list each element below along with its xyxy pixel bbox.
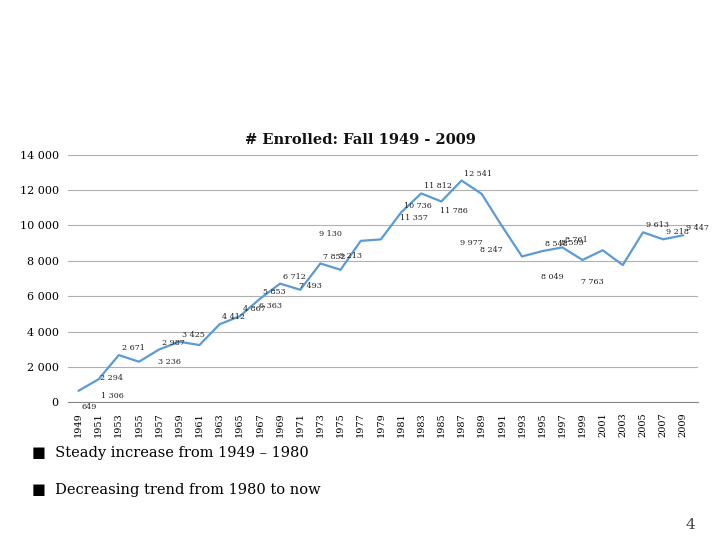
Text: 9 613: 9 613 (646, 221, 669, 229)
Text: 10 736: 10 736 (404, 201, 432, 210)
Text: 8 599: 8 599 (561, 239, 584, 247)
Text: 7 763: 7 763 (581, 278, 604, 286)
Text: 1 306: 1 306 (102, 392, 125, 400)
Text: 7 493: 7 493 (299, 282, 322, 291)
Text: 8 247: 8 247 (480, 246, 503, 253)
Text: 4 412: 4 412 (222, 313, 246, 321)
Text: 9 130: 9 130 (319, 230, 342, 238)
Text: 2 671: 2 671 (122, 344, 145, 352)
Text: 4 867: 4 867 (243, 305, 265, 313)
Text: 8 548: 8 548 (545, 240, 567, 248)
Text: 9 218: 9 218 (666, 228, 689, 237)
Text: 11 812: 11 812 (424, 183, 452, 191)
Text: 11 786: 11 786 (440, 207, 468, 214)
Text: 6 363: 6 363 (258, 302, 282, 310)
Text: 3 425: 3 425 (182, 331, 205, 339)
Text: 4: 4 (685, 518, 695, 532)
Text: Enrollment Trends: Enrollment Trends (16, 39, 598, 93)
Text: 8 049: 8 049 (541, 273, 564, 281)
Text: 9 977: 9 977 (460, 239, 483, 247)
Text: 7 852: 7 852 (323, 253, 346, 260)
Text: 2 294: 2 294 (100, 374, 123, 382)
Text: 11 357: 11 357 (400, 214, 428, 222)
Text: 5 853: 5 853 (263, 288, 285, 296)
Text: ■  Decreasing trend from 1980 to now: ■ Decreasing trend from 1980 to now (32, 483, 321, 497)
Text: 6 712: 6 712 (283, 273, 306, 281)
Text: 8 761: 8 761 (565, 237, 588, 245)
Text: 9 213: 9 213 (339, 252, 362, 260)
Text: # Enrolled: Fall 1949 - 2009: # Enrolled: Fall 1949 - 2009 (245, 133, 475, 147)
Text: 649: 649 (81, 403, 96, 411)
Text: 12 541: 12 541 (464, 170, 492, 178)
Text: ■  Steady increase from 1949 – 1980: ■ Steady increase from 1949 – 1980 (32, 446, 309, 460)
Text: 9 447: 9 447 (686, 224, 709, 232)
Text: 3 236: 3 236 (158, 357, 181, 366)
Text: 2 987: 2 987 (162, 339, 184, 347)
